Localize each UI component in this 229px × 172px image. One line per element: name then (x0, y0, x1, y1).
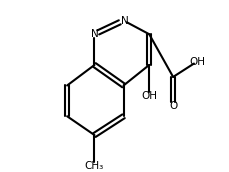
Text: N: N (90, 29, 98, 39)
Text: O: O (168, 101, 177, 111)
Text: OH: OH (188, 57, 204, 67)
Text: OH: OH (141, 91, 156, 101)
Text: CH₃: CH₃ (85, 161, 104, 171)
Text: N: N (121, 15, 128, 25)
